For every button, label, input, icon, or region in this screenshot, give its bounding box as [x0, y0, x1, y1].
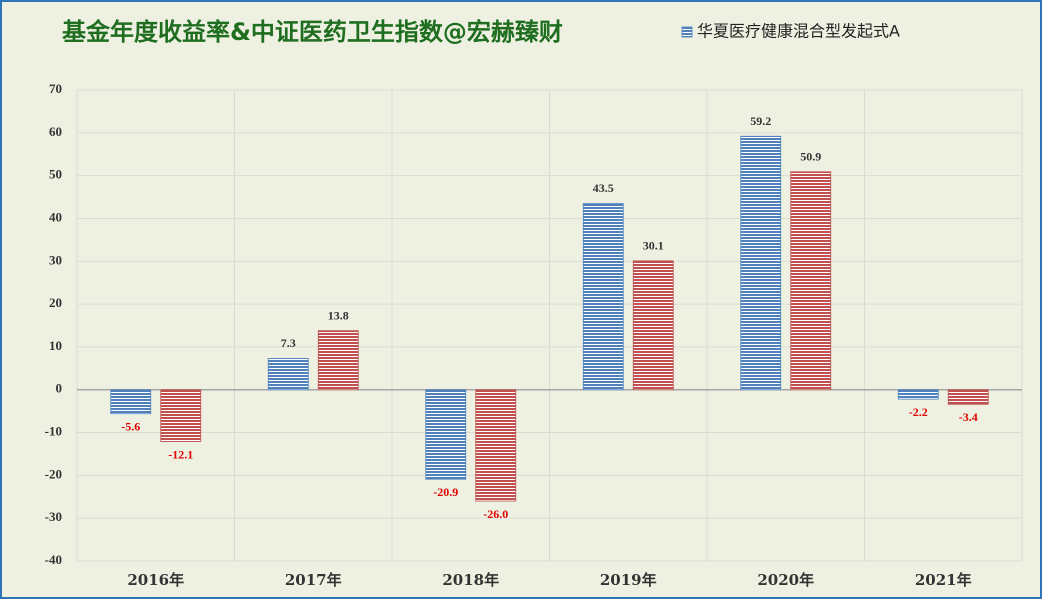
- y-tick-label: 40: [49, 209, 62, 224]
- x-tick-label: 2019年: [600, 571, 657, 589]
- y-tick-label: 50: [49, 167, 62, 182]
- x-tick-label: 2016年: [127, 571, 184, 589]
- legend-label: 华夏医疗健康混合型发起式A: [697, 22, 900, 41]
- bar: [110, 389, 152, 415]
- x-tick-label: 2017年: [285, 571, 342, 589]
- bar: [267, 358, 309, 391]
- bar: [160, 389, 202, 442]
- bar: [582, 203, 624, 391]
- y-tick-label: 10: [49, 338, 62, 353]
- data-label: -3.4: [959, 410, 978, 424]
- data-label: 7.3: [281, 336, 296, 350]
- legend: 华夏医疗健康混合型发起式A: [681, 22, 900, 41]
- y-tick-label: -20: [45, 466, 62, 481]
- x-tick-label: 2020年: [757, 571, 814, 589]
- data-label: -26.0: [483, 507, 508, 521]
- bar: [475, 389, 517, 502]
- bar: [947, 389, 989, 405]
- bar: [897, 389, 939, 400]
- data-label: 59.2: [750, 114, 771, 128]
- data-label: 50.9: [800, 150, 821, 164]
- data-label: 43.5: [593, 181, 614, 195]
- y-tick-label: 0: [56, 381, 63, 396]
- y-tick-label: 30: [49, 252, 62, 267]
- chart-title: 基金年度收益率&中证医药卫生指数@宏赫臻财: [62, 18, 563, 46]
- y-tick-label: -10: [45, 424, 62, 439]
- y-tick-label: 60: [49, 124, 62, 139]
- bar: [317, 330, 359, 391]
- y-tick-label: 70: [49, 81, 62, 96]
- bar: [632, 260, 674, 391]
- x-tick-label: 2021年: [915, 571, 972, 589]
- data-label: -5.6: [121, 419, 140, 433]
- data-label: -20.9: [433, 485, 458, 499]
- bar: [740, 135, 782, 391]
- y-tick-label: 20: [49, 295, 62, 310]
- data-label: 13.8: [328, 308, 349, 322]
- legend-swatch: [681, 26, 693, 38]
- y-tick-label: -40: [45, 552, 62, 567]
- bar: [790, 171, 832, 391]
- data-label: -12.1: [168, 447, 193, 461]
- data-label: -2.2: [909, 405, 928, 419]
- bar: [425, 389, 467, 480]
- data-label: 30.1: [643, 239, 664, 253]
- y-tick-label: -30: [45, 509, 62, 524]
- x-tick-label: 2018年: [442, 571, 499, 589]
